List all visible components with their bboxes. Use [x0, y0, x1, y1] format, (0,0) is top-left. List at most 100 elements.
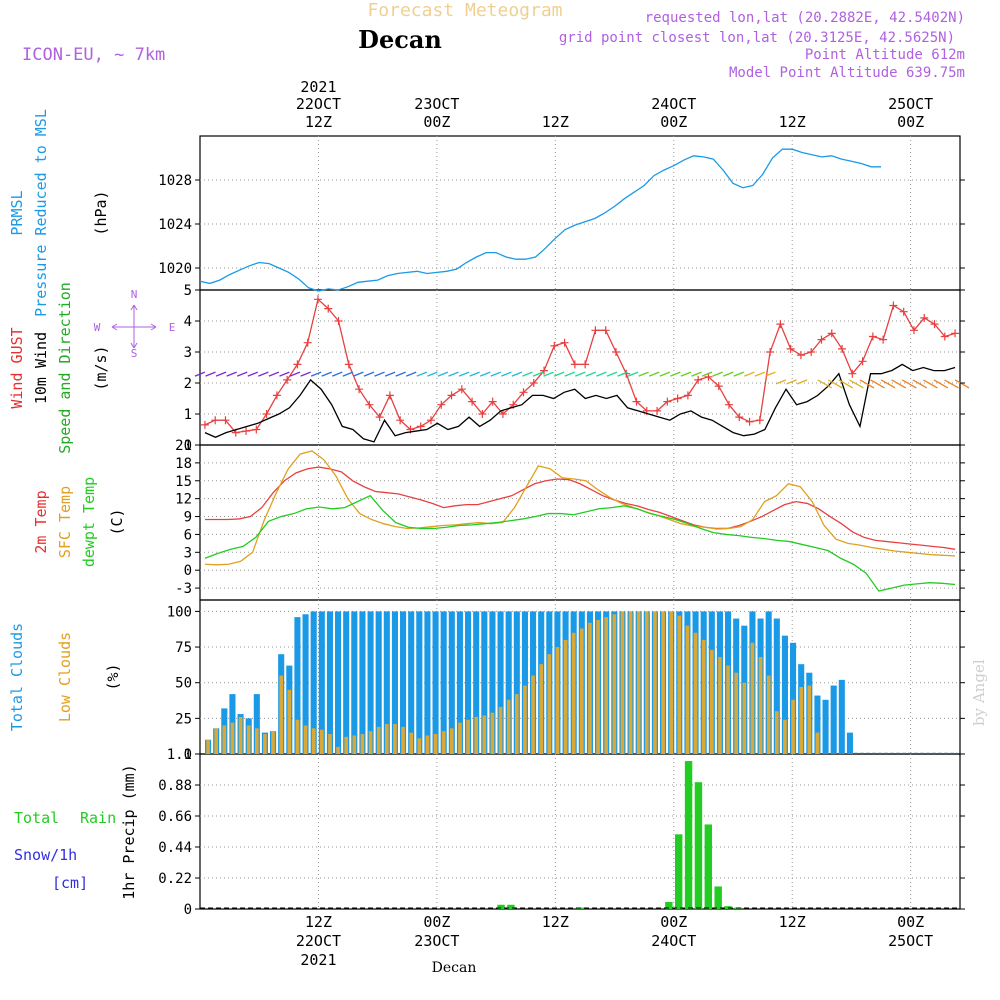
precip-label-total: Total — [14, 809, 59, 827]
wind-arrow — [744, 371, 755, 377]
bar — [401, 726, 405, 754]
series-line — [204, 450, 956, 566]
bar — [319, 729, 324, 754]
wind-arrow — [627, 371, 639, 377]
gust-marker — [570, 360, 579, 369]
top-tick-date: 23OCT — [414, 95, 459, 113]
gust-marker — [344, 360, 353, 369]
bar — [368, 731, 373, 754]
y-tick-label: 12 — [175, 492, 192, 508]
gust-marker — [365, 400, 374, 409]
panel-label: Speed and Direction — [56, 282, 74, 454]
gust-marker — [879, 335, 888, 344]
bar — [294, 617, 301, 754]
gust-marker — [427, 416, 436, 425]
bottom-tick-date: 23OCT — [414, 932, 459, 950]
gust-marker — [252, 425, 261, 434]
gust-marker — [632, 397, 641, 406]
bar — [838, 679, 845, 754]
bar — [790, 642, 797, 754]
bar — [383, 611, 390, 754]
precip-label-snow: Snow/1h — [14, 846, 77, 864]
panel-label: SFC Temp — [56, 486, 74, 558]
compass-cross — [111, 304, 157, 349]
wind-arrow — [405, 371, 417, 377]
bar — [684, 761, 693, 909]
wind-arrow — [501, 371, 512, 377]
gust-marker — [868, 332, 877, 341]
bar — [474, 716, 479, 754]
bottom-tick-date: 22OCT — [296, 932, 341, 950]
gust-marker — [221, 416, 230, 425]
wind-arrow — [691, 371, 702, 377]
bar — [375, 611, 382, 754]
bar — [206, 739, 210, 754]
bar — [489, 611, 496, 754]
gust-marker — [447, 391, 456, 400]
y-tick-label: -3 — [175, 581, 192, 597]
bar — [604, 617, 609, 754]
gust-marker — [755, 416, 764, 425]
wind-arrow — [522, 371, 533, 377]
bar — [596, 619, 600, 754]
gust-marker — [396, 416, 405, 425]
bar — [376, 726, 381, 754]
bar — [400, 611, 407, 754]
bar — [318, 611, 325, 754]
gust-marker — [560, 338, 569, 347]
top-tick-year: 2021 — [300, 78, 336, 96]
point-altitude: Point Altitude 612m — [805, 47, 965, 63]
bar — [665, 901, 673, 909]
y-tick-label: 1020 — [158, 261, 192, 277]
bar — [579, 628, 584, 754]
bar — [514, 694, 519, 754]
y-tick-label: 4 — [184, 314, 192, 330]
bar — [448, 611, 455, 754]
panel-label: dewpt Temp — [80, 477, 98, 567]
wind-arrow — [279, 371, 290, 377]
bar — [644, 611, 649, 754]
bar — [326, 611, 333, 754]
bar — [669, 611, 674, 754]
wind-arrow — [226, 371, 237, 377]
bar — [781, 635, 788, 754]
bar — [458, 722, 462, 754]
panel-label: (hPa) — [92, 190, 110, 235]
gust-marker — [385, 391, 394, 400]
series-line — [199, 148, 882, 292]
panel-label: 10m Wind — [32, 332, 50, 404]
wind-arrow — [870, 379, 885, 389]
wind-arrow — [564, 371, 575, 377]
wind-arrow — [733, 371, 745, 377]
wind-arrow — [469, 371, 480, 377]
gust-marker — [272, 391, 281, 400]
wind-arrow — [585, 371, 597, 377]
bar — [473, 611, 480, 754]
panel-label: 2m Temp — [32, 490, 50, 553]
bar — [783, 719, 787, 754]
y-tick-label: 9 — [184, 510, 192, 526]
panel-label: PRMSL — [8, 190, 26, 235]
bar — [393, 724, 397, 754]
top-tick-hour: 12Z — [305, 113, 332, 131]
bar — [449, 728, 454, 754]
bar — [254, 728, 259, 754]
wind-arrow — [490, 371, 502, 377]
gust-marker — [211, 416, 220, 425]
wind-arrow — [247, 371, 259, 377]
gust-marker — [242, 427, 251, 436]
bar — [571, 632, 576, 754]
bar — [440, 611, 447, 754]
gust-marker — [663, 397, 672, 406]
bar — [734, 672, 739, 754]
gust-marker — [940, 332, 949, 341]
gust-marker — [889, 301, 898, 310]
gust-marker — [827, 329, 836, 338]
wind-arrow — [765, 371, 776, 377]
bar — [222, 725, 227, 754]
bottom-tick-year: 2021 — [300, 951, 336, 969]
gust-marker — [786, 344, 795, 353]
gust-marker — [683, 391, 692, 400]
y-tick-label: 0.88 — [158, 778, 192, 794]
wind-arrow — [923, 379, 938, 389]
